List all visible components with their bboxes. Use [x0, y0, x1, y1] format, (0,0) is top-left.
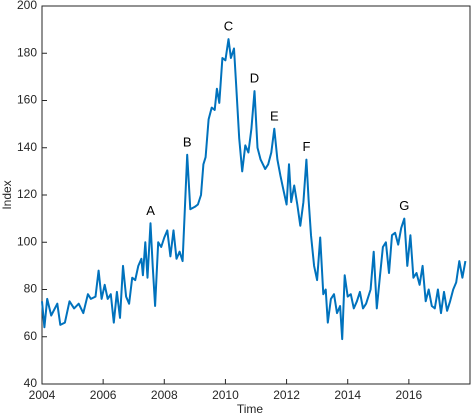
x-tick-label: 2004: [29, 388, 56, 402]
x-tick-label: 2016: [396, 388, 423, 402]
y-tick-label: 40: [24, 376, 38, 390]
annotation: E: [270, 108, 279, 123]
annotation: C: [224, 19, 233, 34]
y-tick-label: 60: [24, 329, 38, 343]
plot-frame: [41, 5, 471, 385]
y-tick-label: 160: [17, 93, 37, 107]
data-line: [41, 38, 467, 341]
x-tick-label: 2010: [212, 388, 239, 402]
annotation: G: [399, 198, 409, 213]
annotation: D: [250, 70, 259, 85]
x-tick-label: 2006: [90, 388, 117, 402]
y-axis-label: Index: [0, 180, 14, 209]
annotation: F: [302, 139, 310, 154]
y-tick-label: 180: [17, 45, 37, 59]
x-axis-label: Time: [237, 402, 264, 416]
annotation: A: [146, 203, 155, 218]
y-tick-label: 200: [17, 0, 37, 12]
y-tick-label: 100: [17, 234, 37, 248]
x-tick-label: 2008: [151, 388, 178, 402]
x-tick-label: 2014: [334, 388, 361, 402]
y-tick-label: 80: [24, 282, 38, 296]
annotation: B: [183, 134, 192, 149]
y-tick-label: 120: [17, 187, 37, 201]
x-tick-label: 2012: [273, 388, 300, 402]
y-tick-label: 140: [17, 140, 37, 154]
